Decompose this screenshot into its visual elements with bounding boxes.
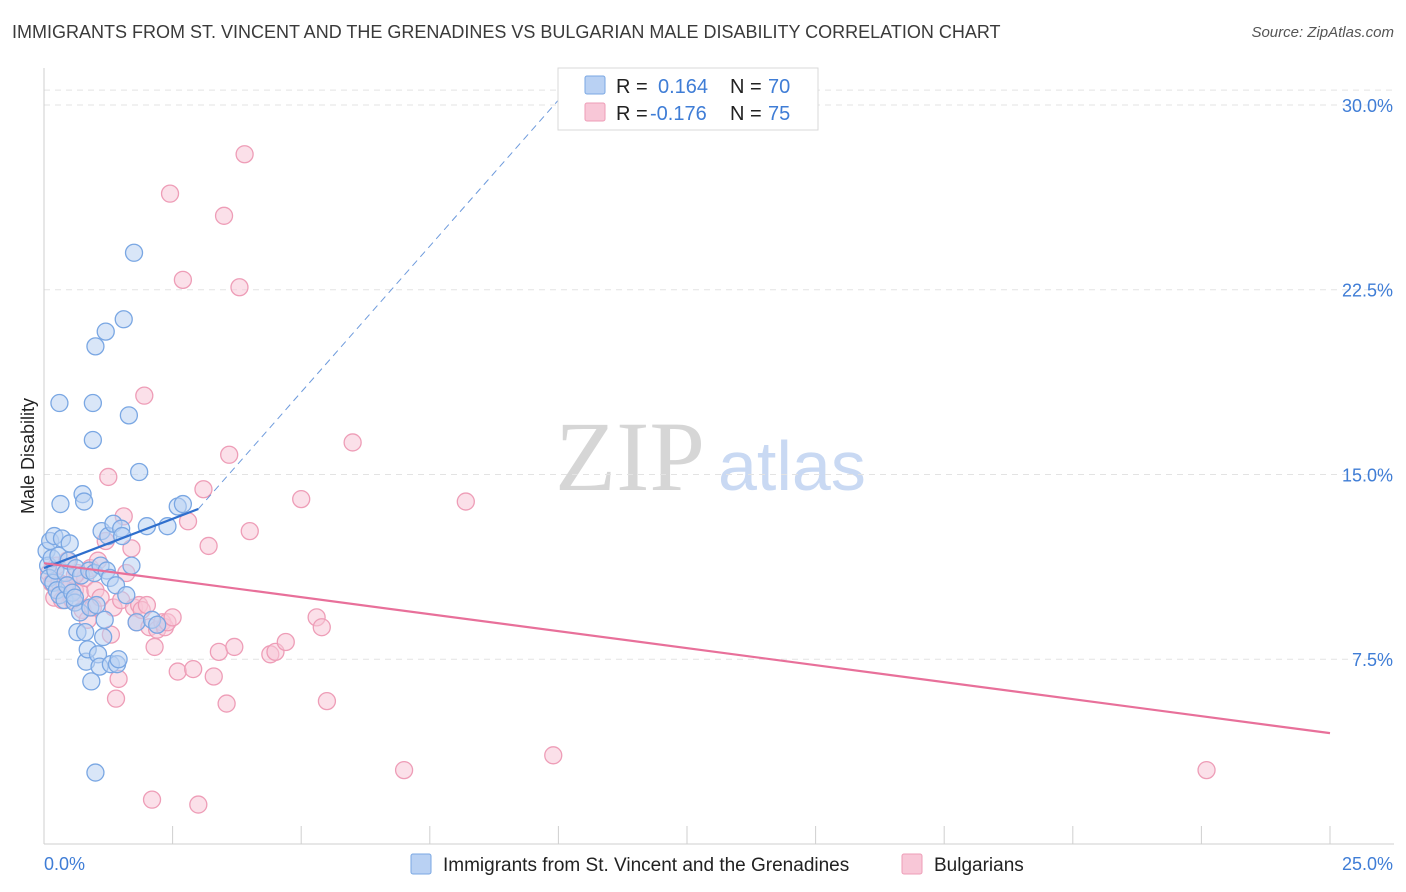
data-point: [214, 206, 234, 225]
data-point: [114, 310, 133, 329]
data-point: [135, 386, 154, 405]
data-point: [145, 637, 164, 657]
data-point: [160, 184, 180, 203]
x-tick-label-min: 0.0%: [44, 854, 85, 874]
watermark: ZIP atlas: [555, 401, 866, 512]
y-tick-label: 22.5%: [1342, 281, 1393, 301]
data-point: [82, 672, 101, 691]
data-point: [148, 615, 167, 634]
legend-r-label-2: R =: [616, 103, 648, 125]
data-point: [65, 588, 85, 607]
data-point: [109, 650, 128, 669]
watermark-atlas: atlas: [718, 427, 866, 505]
data-point: [127, 613, 146, 632]
data-point: [184, 659, 203, 679]
data-point: [119, 406, 139, 425]
y-tick-label: 7.5%: [1352, 650, 1393, 670]
series-legend-label-pink: Bulgarians: [934, 855, 1024, 876]
chart-title: IMMIGRANTS FROM ST. VINCENT AND THE GREN…: [12, 22, 1001, 42]
data-point: [292, 489, 311, 509]
legend-swatch-blue: [584, 75, 606, 95]
scatter-points: [37, 145, 1216, 814]
data-point: [199, 536, 218, 556]
data-point: [95, 610, 114, 629]
data-point: [544, 746, 563, 765]
data-point: [312, 618, 331, 637]
data-point: [163, 608, 182, 627]
data-point: [235, 145, 254, 164]
data-point: [50, 393, 69, 413]
data-point: [240, 521, 259, 541]
data-point: [220, 445, 239, 464]
data-point: [60, 534, 79, 553]
correlation-legend: R = 0.164 N = 70 R = -0.176 N = 75: [557, 67, 819, 131]
data-point: [83, 393, 103, 413]
y-tick-label: 30.0%: [1342, 96, 1393, 116]
data-point: [86, 763, 105, 782]
trend-line-extension-immigrants: [197, 99, 559, 510]
data-point: [96, 322, 115, 341]
y-tick-label: 15.0%: [1342, 465, 1393, 485]
series-legend-swatch-blue: [410, 853, 432, 875]
x-tick-label-max: 25.0%: [1342, 854, 1393, 874]
y-axis-tick-labels: 7.5% 15.0% 22.5% 30.0%: [1342, 96, 1393, 670]
data-point: [99, 467, 118, 487]
data-point: [317, 691, 337, 711]
watermark-zip: ZIP: [555, 401, 705, 512]
data-point: [117, 586, 136, 605]
data-point: [173, 270, 193, 290]
data-point: [83, 430, 103, 450]
y-axis-label: Male Disability: [18, 398, 38, 514]
data-point: [189, 795, 208, 814]
legend-n-value-1: 70: [768, 76, 790, 98]
source-label: Source: ZipAtlas.com: [1251, 24, 1394, 41]
data-point: [209, 642, 229, 661]
gridlines: [44, 89, 1394, 660]
legend-n-label-2: N =: [730, 103, 762, 125]
series-legend: Immigrants from St. Vincent and the Gren…: [410, 853, 1024, 876]
trend-lines: [43, 99, 1331, 735]
series-points-immigrants: [37, 243, 193, 782]
data-point: [173, 494, 193, 514]
series-legend-label-blue: Immigrants from St. Vincent and the Gren…: [443, 855, 849, 876]
data-point: [456, 492, 475, 511]
data-point: [343, 433, 362, 452]
data-point: [276, 632, 295, 652]
legend-swatch-pink: [584, 102, 606, 122]
data-point: [394, 760, 414, 780]
data-point: [51, 494, 70, 514]
x-axis-ticks: [43, 826, 1331, 844]
data-point: [168, 662, 187, 681]
data-point: [204, 667, 223, 686]
legend-n-value-2: 75: [768, 103, 790, 125]
data-point: [217, 694, 236, 713]
trend-line-bulgarians: [43, 562, 1331, 735]
data-point: [122, 556, 141, 575]
legend-r-value-1: 0.164: [658, 76, 708, 98]
legend-n-label-1: N =: [730, 76, 762, 98]
data-point: [130, 462, 149, 482]
series-legend-swatch-pink: [901, 853, 923, 875]
legend-r-label-1: R =: [616, 76, 648, 98]
data-point: [74, 492, 94, 511]
data-point: [124, 243, 144, 262]
data-point: [94, 627, 113, 647]
data-point: [76, 622, 95, 642]
data-point: [87, 595, 106, 615]
trend-line-immigrants: [43, 507, 199, 570]
data-point: [142, 790, 162, 809]
data-point: [106, 689, 126, 708]
data-point: [194, 480, 213, 499]
data-point: [225, 637, 244, 657]
data-point: [1197, 760, 1216, 780]
legend-r-value-2: -0.176: [650, 103, 707, 125]
data-point: [230, 278, 249, 297]
data-point: [86, 337, 105, 356]
